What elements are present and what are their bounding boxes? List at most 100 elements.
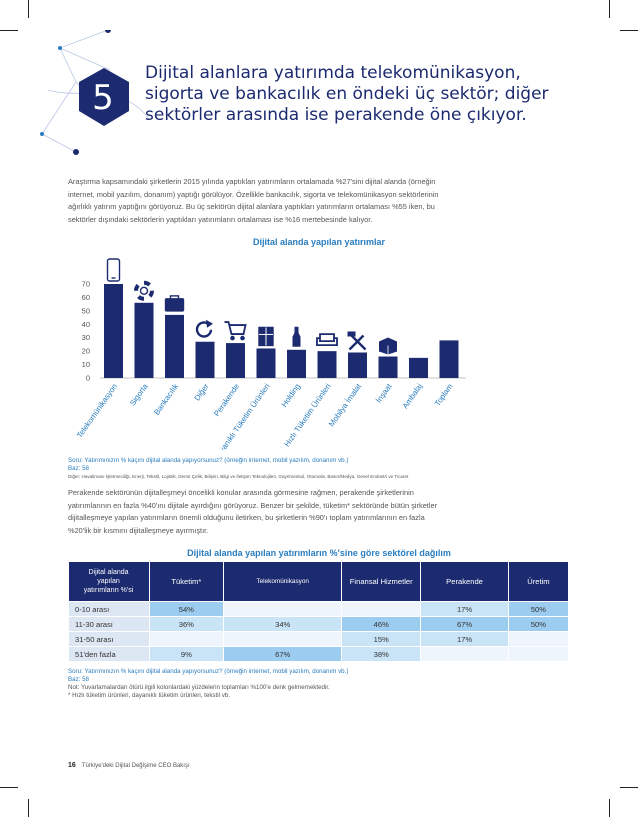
y-tick-label: 20 <box>82 347 90 356</box>
x-tick-label: Mobilya İmalat <box>327 381 364 428</box>
title-line: sektörler arasında ise perakende öne çık… <box>145 105 527 125</box>
bar <box>439 340 459 378</box>
table-row: 0-10 arası 54% 17% 50% <box>68 601 570 617</box>
table-cell: 36% <box>148 616 225 632</box>
table-header: Üretim <box>508 562 570 602</box>
chart-base: Baz: 58 <box>68 465 89 472</box>
crop-mark <box>609 799 610 817</box>
table-header: Telekomünikasyon <box>223 562 343 602</box>
page-number: 16 <box>68 762 76 769</box>
table-cell: 38% <box>341 646 422 662</box>
table-not: Not: Yuvarlamalardan ötürü ilgili kolonl… <box>68 684 330 691</box>
x-tick-label: Bankacılık <box>152 382 180 417</box>
bar <box>165 314 184 378</box>
y-tick-label: 0 <box>86 374 90 383</box>
table-title: Dijital alanda yapılan yatırımların %'si… <box>187 548 451 558</box>
row-label: 11-30 arası <box>68 616 150 632</box>
bar <box>256 348 276 378</box>
bar <box>317 351 337 378</box>
title-line: sigorta ve bankacılık en öndeki üç sektö… <box>145 84 549 104</box>
crop-mark <box>0 787 18 788</box>
crop-mark <box>0 30 18 31</box>
intro-line: Araştırma kapsamındaki şirketlerin 2015 … <box>68 177 436 186</box>
y-tick-label: 30 <box>82 333 90 342</box>
table-cell <box>148 631 225 647</box>
network-node-icon <box>105 30 111 33</box>
bar <box>134 302 154 378</box>
retail-paragraph: Perakende sektörünün dijitalleşmeyi önce… <box>68 487 437 537</box>
refresh-icon <box>195 319 213 338</box>
table-header-first: Dijital alanda yapılan yatırımların %'si <box>68 562 150 602</box>
refrigerator-icon <box>258 326 274 347</box>
bar <box>226 343 245 378</box>
chart-question: Soru: Yatırımınızın % kaçını dijital ala… <box>68 457 349 464</box>
table-cell: 50% <box>507 601 570 617</box>
footer-text: Türkiye'deki Dijital Değişime CEO Bakışı <box>81 763 190 769</box>
table-header: Tüketim* <box>149 562 225 602</box>
row-label: 31-50 arası <box>68 631 150 647</box>
investment-bar-chart: 0 10 20 30 40 50 60 70 Telekomünikasyon Sigorta Ba… <box>75 258 466 450</box>
y-tick-label: 50 <box>82 306 90 315</box>
table-row: 51'den fazla 9% 67% 38% <box>68 646 570 662</box>
briefcase-icon <box>164 295 185 312</box>
title-line: Dijital alanlara yatırımda telekomünikas… <box>145 63 521 83</box>
x-tick-label: Holding <box>280 382 303 409</box>
intro-line: sektörler dışındaki sektörlerin yaptıkla… <box>68 214 373 224</box>
page-footer: 16 Türkiye'deki Dijital Değişime CEO Bakı… <box>68 762 190 769</box>
chart-note: Soru: Yatırımınızın % kaçını dijital ala… <box>68 457 408 481</box>
table-note: Soru: Yatırımınızın % kaçını dijital ala… <box>68 668 348 700</box>
box-icon <box>379 337 397 355</box>
table-cell <box>341 601 422 617</box>
table-cell: 67% <box>420 616 509 632</box>
bar <box>104 284 123 378</box>
table-cell: 67% <box>223 646 343 662</box>
x-tick-label: Telekomünikasyon <box>75 382 119 440</box>
table-cell: 34% <box>223 616 343 632</box>
table-row: 31-50 arası 15% 17% <box>68 631 570 647</box>
table-cell: 15% <box>341 631 422 647</box>
para-line: %20'lik bir kısmını dijitalleşmeye ayırm… <box>68 525 209 535</box>
section-number: 5 <box>92 78 114 118</box>
intro-paragraph: Araştırma kapsamındaki şirketlerin 2015 … <box>68 176 568 226</box>
bar <box>195 341 215 378</box>
shopping-cart-icon <box>224 321 247 341</box>
table-cell <box>507 646 570 662</box>
bottle-icon <box>292 326 301 347</box>
table-cell: 17% <box>420 601 509 617</box>
table-cell <box>223 601 343 617</box>
table-cell: 17% <box>420 631 509 647</box>
row-label: 0-10 arası <box>68 601 150 617</box>
crop-mark <box>620 787 638 788</box>
crop-mark <box>609 0 610 18</box>
para-line: dijitalleşmeye yapılan yatırımların önem… <box>68 513 425 523</box>
hexagon-badge <box>79 68 129 126</box>
table-question: Soru: Yatırımınızın % kaçını dijital ala… <box>68 668 349 675</box>
lifebuoy-icon <box>134 280 154 301</box>
table-base: Baz: 58 <box>68 676 89 683</box>
x-tick-label: Ambalaj <box>401 382 425 410</box>
section-decoration <box>40 30 150 155</box>
crop-mark <box>28 0 29 18</box>
x-tick-label: Sigorta <box>128 381 150 407</box>
table-header-row: Dijital alanda yapılan yatırımların %'si… <box>68 562 570 602</box>
table-row: 11-30 arası 36% 34% 46% 67% 50% <box>68 616 570 632</box>
table-cell: 46% <box>341 616 422 632</box>
bar <box>348 352 367 378</box>
y-tick-label: 40 <box>82 320 90 329</box>
bar <box>287 349 306 378</box>
table-cell <box>420 646 509 662</box>
intro-line: internet, mobil yazılım, donanım) yaptığ… <box>68 189 439 199</box>
table-asterisk: * Hızlı tüketim ürünleri, dayanıklı tüke… <box>68 692 230 699</box>
y-tick-label: 70 <box>82 280 90 289</box>
sofa-icon <box>316 333 338 347</box>
crop-mark <box>28 799 29 817</box>
chart-other: Diğer: Havalimanı İşletmeciliği, Enerji,… <box>68 474 409 479</box>
x-tick-label: Perakende <box>212 382 241 418</box>
table-cell: 50% <box>507 616 570 632</box>
para-line: yatırımlarının en fazla %40'ını dijitale… <box>68 500 438 510</box>
x-tick-label: Diğer <box>193 382 211 403</box>
x-tick-label: İnşaat <box>374 381 394 404</box>
chart-title: Dijital alanda yapılan yatırımlar <box>252 237 386 247</box>
table-cell <box>223 631 343 647</box>
section-title: Dijital alanlara yatırımda telekomünikas… <box>145 63 585 126</box>
